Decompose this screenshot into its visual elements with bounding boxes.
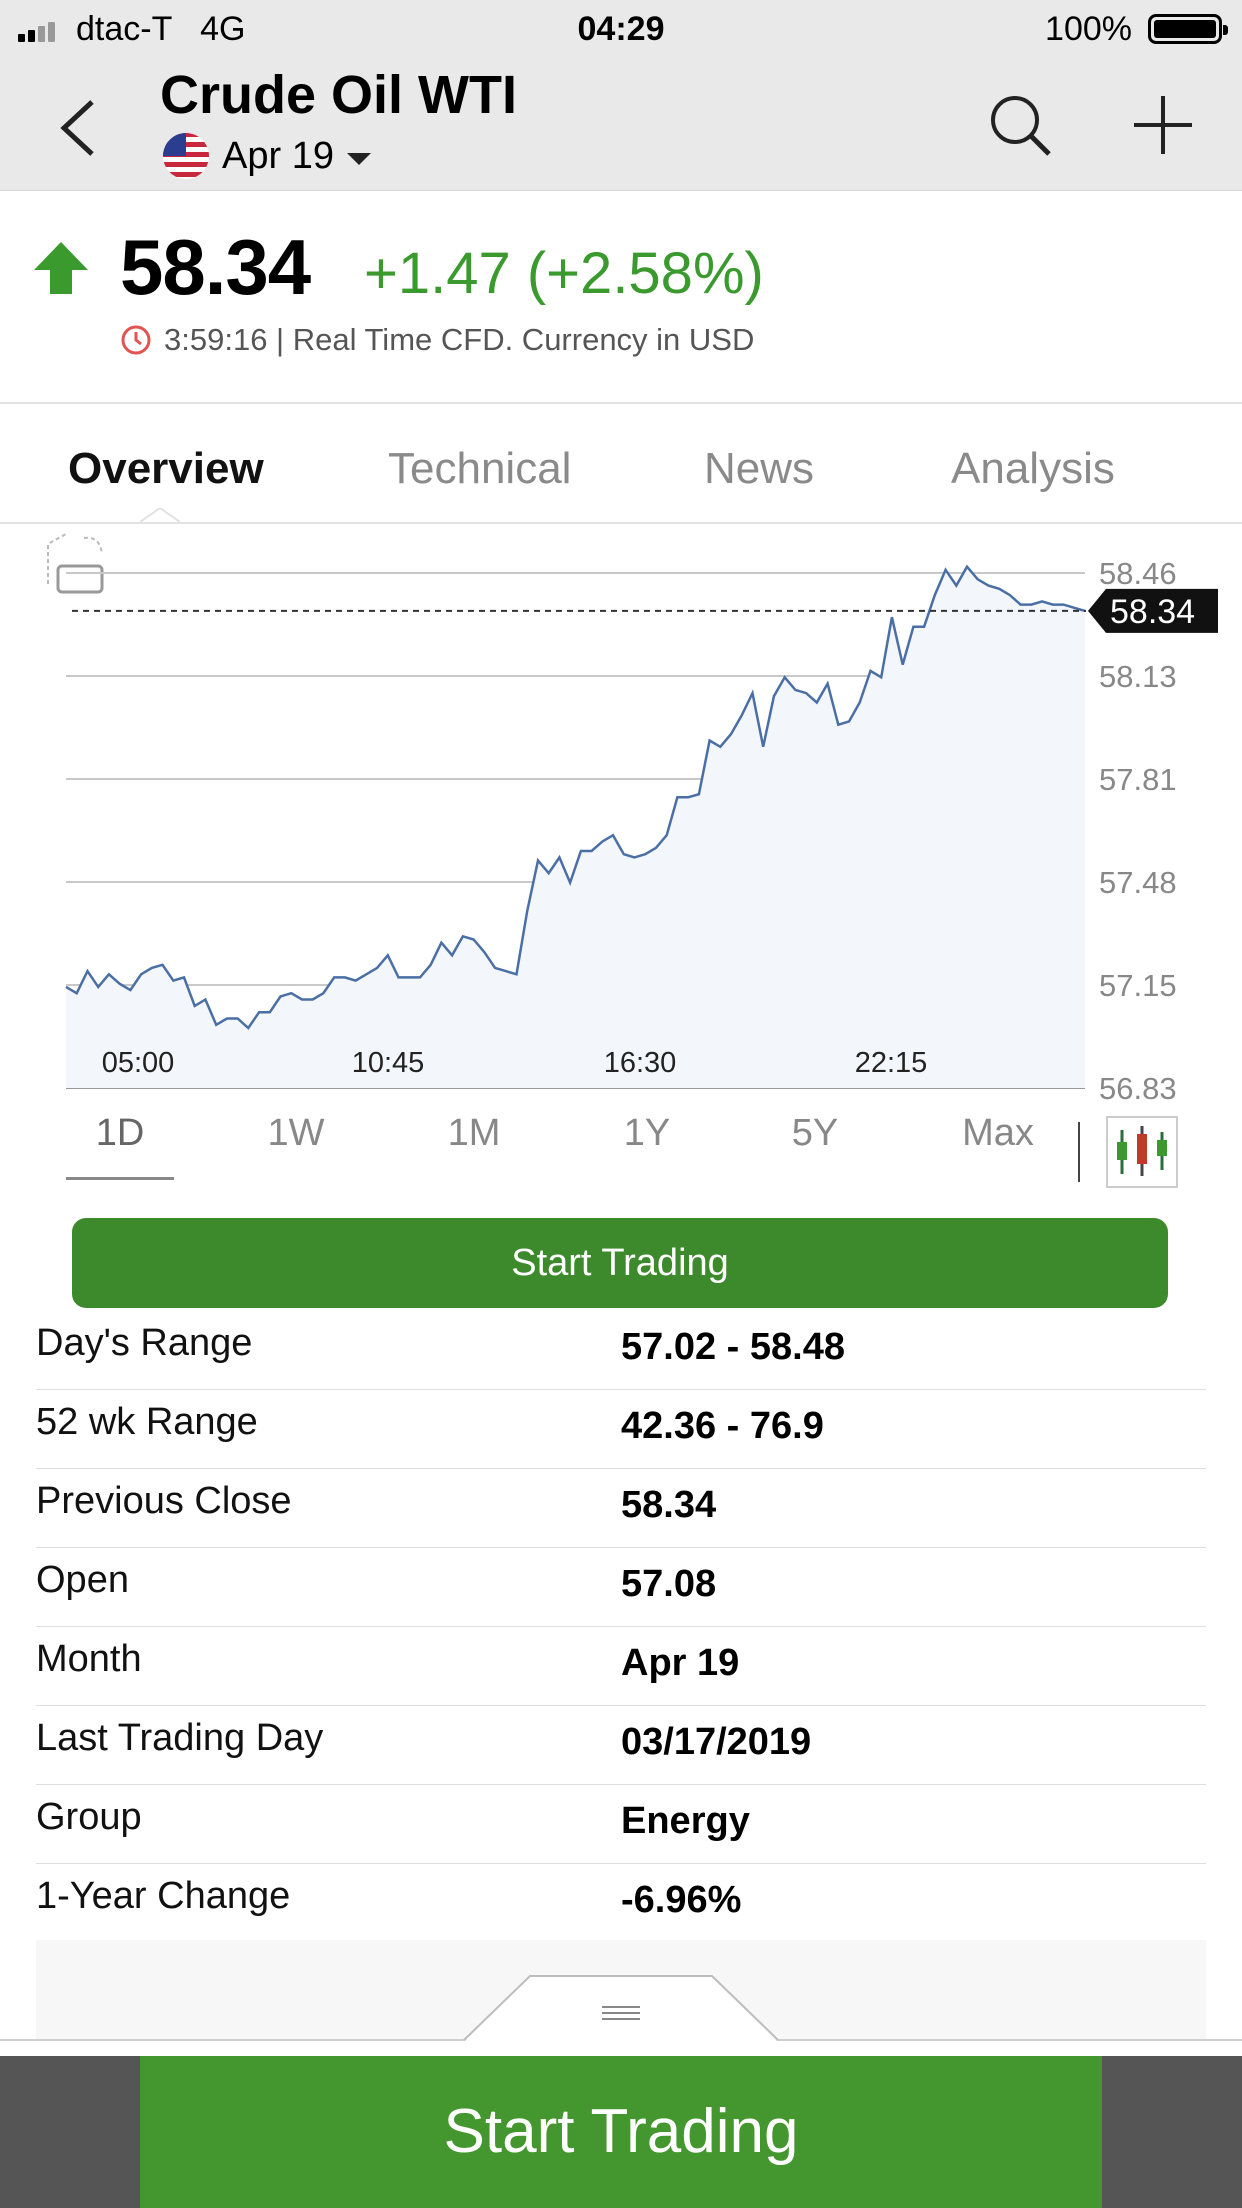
back-button[interactable] (40, 88, 120, 168)
quote-time-text: 3:59:16 | Real Time CFD. Currency in USD (164, 322, 755, 357)
stat-row-52wk-range: 52 wk Range 42.36 - 76.9 (36, 1389, 1206, 1469)
battery-percent: 100% (1045, 10, 1132, 48)
search-icon (991, 96, 1051, 156)
stat-value: Apr 19 (621, 1642, 740, 1684)
timeframe-5y[interactable]: 5Y (791, 1112, 839, 1154)
add-button[interactable] (1128, 90, 1198, 160)
series-line (65, 564, 1086, 1030)
stat-row-month: Month Apr 19 (36, 1626, 1206, 1706)
stat-label: Day's Range (36, 1322, 253, 1364)
timeframe-1m[interactable]: 1M (447, 1112, 501, 1154)
stat-value: 03/17/2019 (621, 1721, 812, 1763)
y-tick-label: 57.15 (1099, 968, 1177, 1003)
stat-value: -6.96% (621, 1879, 742, 1921)
y-tick-label: 58.13 (1099, 659, 1177, 694)
us-flag-icon (163, 133, 209, 179)
stat-label: Month (36, 1638, 142, 1680)
price-chart[interactable]: 58.46 58.13 57.81 57.48 57.15 56.83 05:00 10:4… (0, 524, 1242, 1104)
stat-label: 1-Year Change (36, 1875, 291, 1917)
y-tick-label: 56.83 (1099, 1071, 1177, 1104)
divider (0, 402, 1242, 404)
stat-row-group: Group Energy (36, 1784, 1206, 1864)
rotate-screen-icon[interactable] (47, 533, 104, 594)
stat-value: 57.08 (621, 1563, 717, 1605)
current-price-marker (1088, 588, 1218, 633)
page-title: Crude Oil WTI (160, 65, 517, 125)
stat-row-days-range: Day's Range 57.02 - 58.48 (36, 1310, 1206, 1390)
clock-icon (121, 325, 151, 355)
tab-overview[interactable]: Overview (68, 444, 264, 493)
bottom-bar: Start Trading (0, 2056, 1242, 2208)
x-tick-label: 05:00 (102, 1047, 175, 1079)
x-tick-label: 22:15 (855, 1047, 928, 1079)
timeframe-1w[interactable]: 1W (267, 1112, 325, 1154)
last-price: 58.34 (120, 223, 311, 311)
caret-down-icon (346, 153, 371, 165)
tab-technical[interactable]: Technical (388, 444, 572, 493)
plus-icon (1134, 96, 1192, 154)
quote-time-note: 3:59:16 | Real Time CFD. Currency in USD (120, 322, 754, 358)
signal-icon (18, 22, 68, 42)
stat-label: Open (36, 1559, 129, 1601)
x-tick-label: 16:30 (604, 1047, 677, 1079)
drag-lines-icon (602, 2006, 640, 2020)
drawer-handle[interactable] (0, 1970, 1242, 2060)
active-tab-pointer (140, 508, 180, 523)
stat-value: Energy (621, 1800, 750, 1842)
price-change: +1.47 (+2.58%) (364, 241, 764, 306)
timeframe-max[interactable]: Max (962, 1112, 1034, 1154)
status-time: 04:29 (577, 10, 665, 48)
start-trading-button[interactable]: Start Trading (72, 1218, 1168, 1308)
stat-label: 52 wk Range (36, 1401, 258, 1443)
contract-selector[interactable]: Apr 19 (162, 132, 374, 180)
stat-value: 58.34 (621, 1484, 717, 1526)
tab-news[interactable]: News (704, 444, 815, 493)
stat-row-last-trading-day: Last Trading Day 03/17/2019 (36, 1705, 1206, 1785)
stat-value: 57.02 - 58.48 (621, 1326, 845, 1368)
x-tick-label: 10:45 (352, 1047, 425, 1079)
timeframe-1y[interactable]: 1Y (623, 1112, 671, 1154)
stat-label: Group (36, 1796, 142, 1838)
stat-row-1-year-change: 1-Year Change -6.96% (36, 1863, 1206, 1943)
contract-label: Apr 19 (222, 134, 334, 177)
stat-label: Last Trading Day (36, 1717, 324, 1759)
y-tick-label: 57.48 (1099, 865, 1177, 900)
instrument-header: Crude Oil WTI Apr 19 (0, 60, 1242, 191)
arrow-up-icon (34, 242, 88, 294)
series-area (66, 566, 1085, 1088)
bottom-start-trading-button[interactable]: Start Trading (140, 2056, 1102, 2208)
stat-label: Previous Close (36, 1480, 292, 1522)
tab-bar: Overview Technical News Analysis (0, 404, 1242, 524)
carrier-label: dtac-T 4G (76, 10, 246, 48)
timeframe-active-underline (66, 1177, 174, 1180)
current-price-label: 58.34 (1110, 593, 1195, 631)
stat-value: 42.36 - 76.9 (621, 1405, 824, 1447)
stat-row-previous-close: Previous Close 58.34 (36, 1468, 1206, 1548)
tab-analysis[interactable]: Analysis (951, 444, 1115, 493)
stat-row-open: Open 57.08 (36, 1547, 1206, 1627)
y-tick-label: 58.46 (1099, 556, 1177, 591)
battery-icon (1148, 14, 1228, 44)
candlestick-chart-icon[interactable] (1106, 1116, 1178, 1188)
status-bar: dtac-T 4G 04:29 100% (0, 0, 1242, 60)
timeframe-divider (1078, 1122, 1080, 1182)
search-button[interactable] (985, 90, 1055, 160)
chevron-left-icon (60, 100, 94, 156)
timeframe-1d[interactable]: 1D (95, 1112, 145, 1154)
y-tick-label: 57.81 (1099, 762, 1177, 797)
